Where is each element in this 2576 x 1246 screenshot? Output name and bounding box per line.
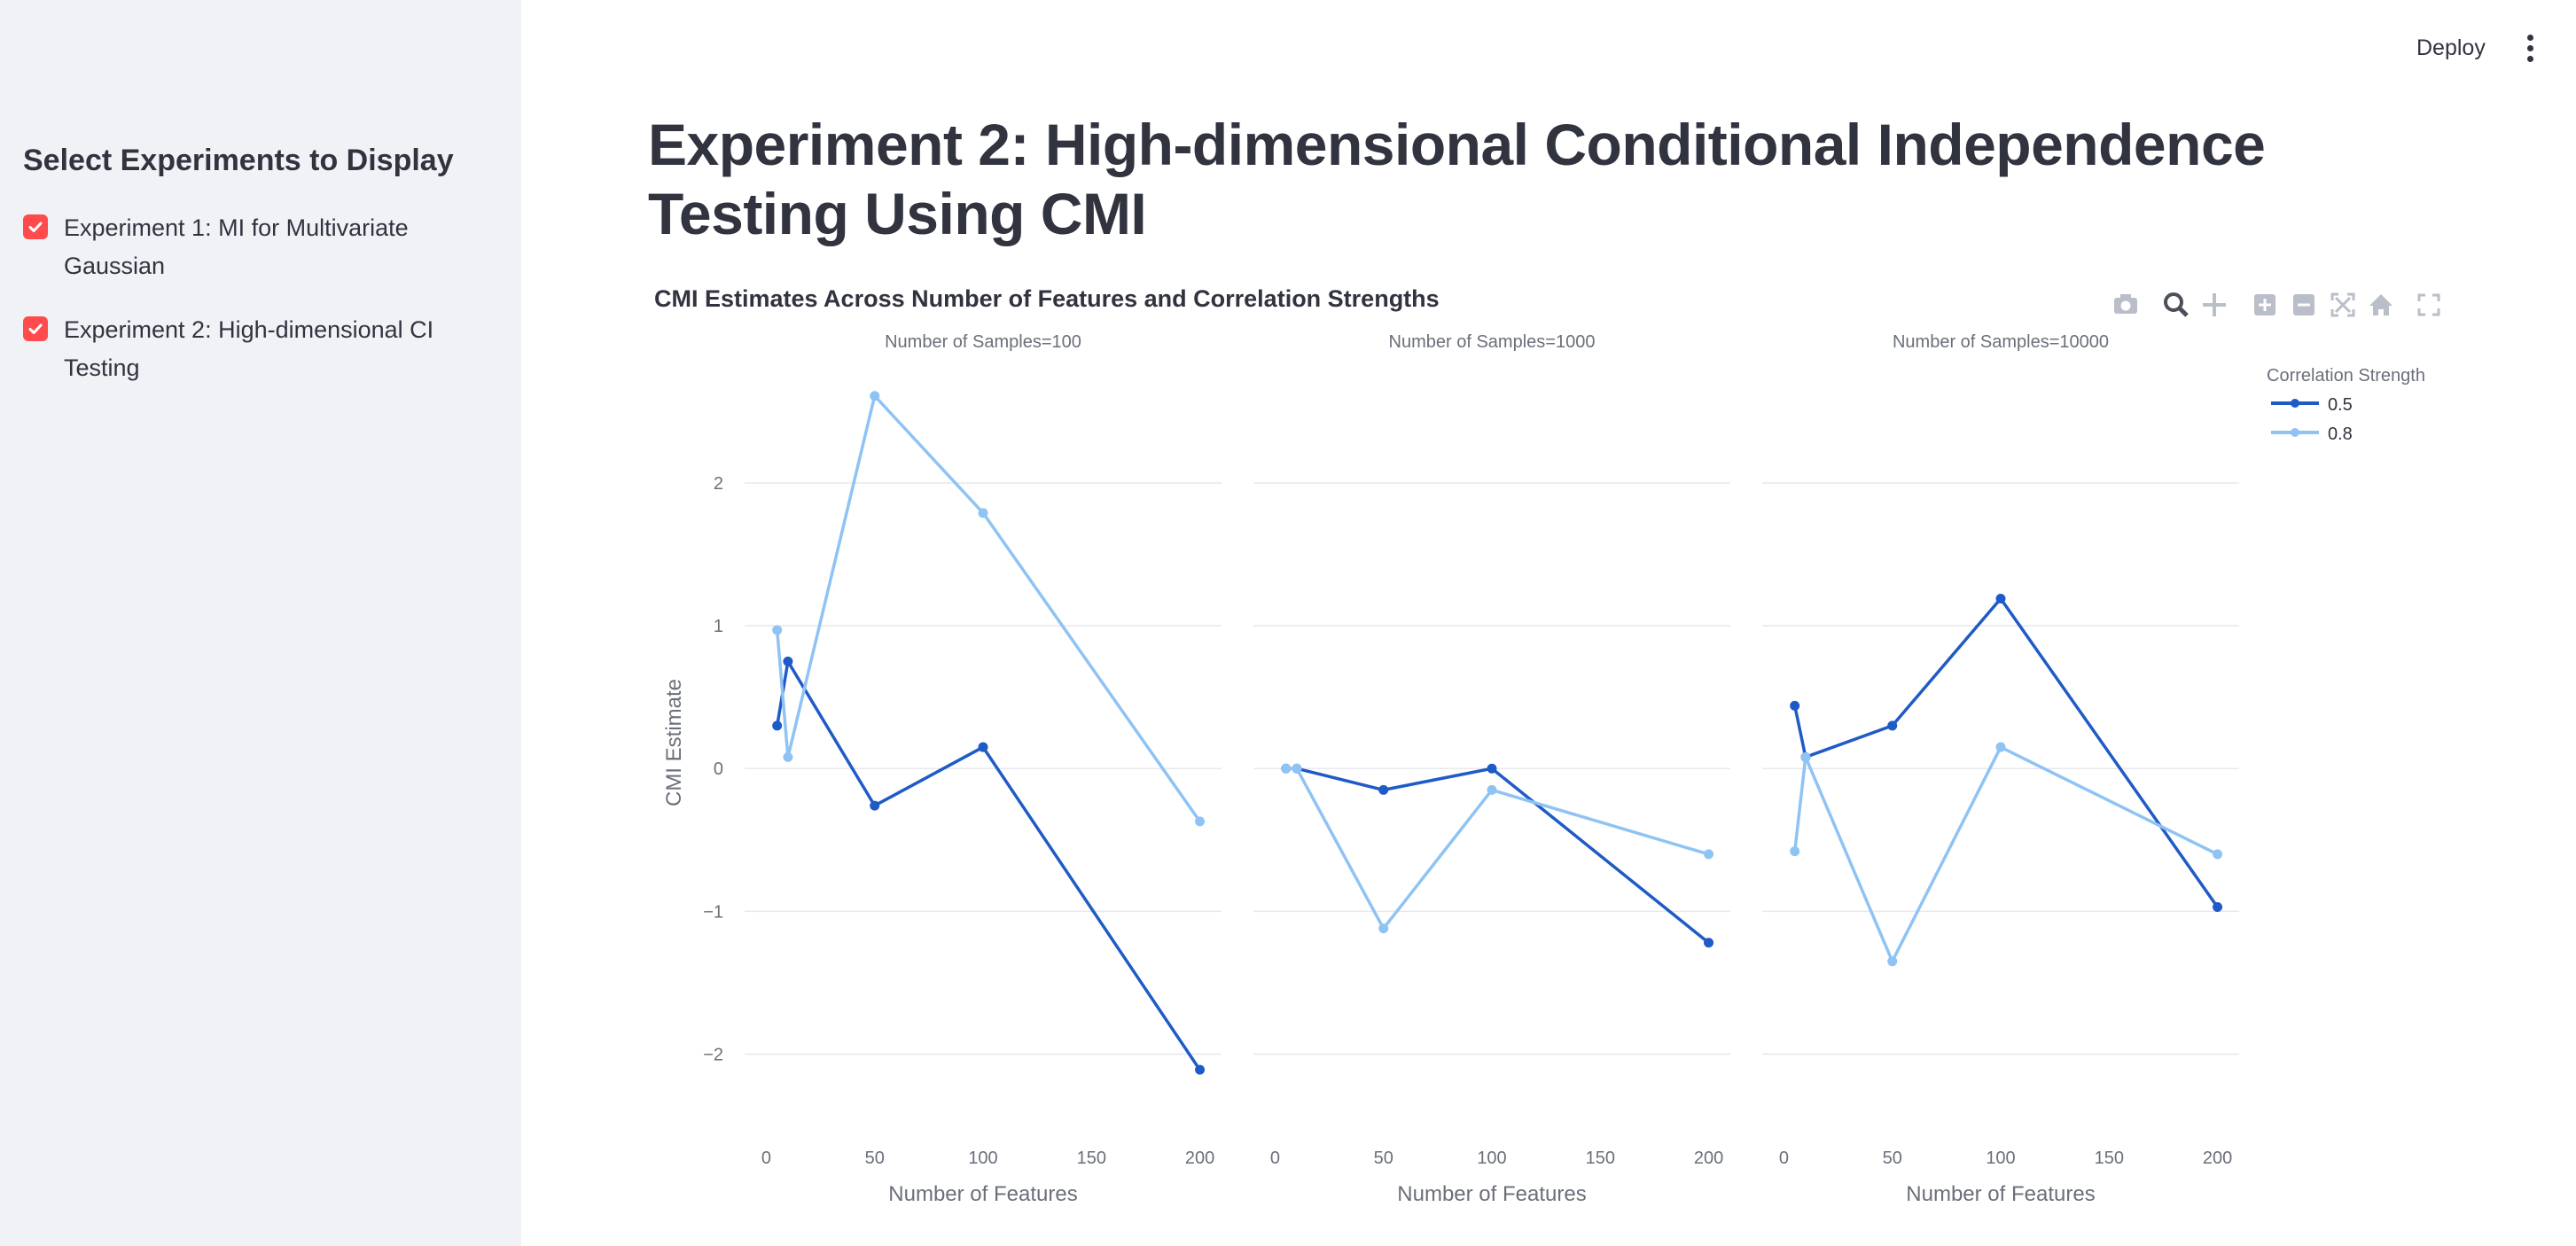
y-axis-label: CMI Estimate [662,679,686,806]
data-point[interactable] [978,508,988,518]
y-tick-label: −1 [703,902,723,922]
deploy-button[interactable]: Deploy [2402,27,2500,69]
data-point[interactable] [1378,784,1389,795]
y-tick-label: 0 [714,759,723,779]
data-point[interactable] [1292,763,1302,774]
legend-label-0-5: 0.5 [2328,395,2353,415]
data-point[interactable] [772,720,783,731]
x-tick-label: 50 [1374,1149,1393,1168]
data-point[interactable] [783,656,793,666]
series-corr-0-5[interactable] [1790,594,2223,912]
experiment-1-checkbox[interactable]: Experiment 1: MI for Multivariate Gaussi… [23,209,454,285]
x-tick-label: 150 [1586,1149,1615,1168]
page-title: Experiment 2: High-dimensional Condition… [648,112,2266,246]
checkbox-checked-icon[interactable] [23,214,48,239]
checkbox-checked-icon[interactable] [23,316,48,341]
data-point[interactable] [1704,849,1714,860]
x-axis-label: Number of Features [1397,1182,1586,1206]
data-point[interactable] [1704,938,1714,948]
sidebar-heading: Select Experiments to Display [23,144,454,177]
data-point[interactable] [783,751,793,762]
x-axis-label: Number of Features [888,1182,1077,1206]
camera-icon[interactable] [2114,294,2137,314]
kebab-menu-icon[interactable] [2514,27,2546,69]
experiment-2-checkbox[interactable]: Experiment 2: High-dimensional CI Testin… [23,311,454,387]
series-corr-0-5[interactable] [772,656,1206,1075]
zoom-icon[interactable] [2164,292,2189,317]
series-line[interactable] [1792,745,2219,963]
subplot-title: Number of Samples=10000 [1893,332,2109,352]
legend-title: Correlation Strength [2267,366,2425,385]
cmi-chart[interactable]: CMI Estimates Across Number of Features … [621,275,2464,1214]
experiment-2-label[interactable]: Experiment 2: High-dimensional CI Testin… [64,316,434,381]
data-point[interactable] [1887,720,1898,731]
pan-icon[interactable] [2203,293,2226,316]
data-point[interactable] [1887,956,1898,967]
series-line[interactable] [775,659,1201,1071]
data-point[interactable] [1281,763,1292,774]
x-tick-label: 100 [1477,1149,1506,1168]
legend-item-0-5[interactable]: 0.5 [2271,395,2353,415]
data-point[interactable] [978,742,988,752]
y-tick-label: −2 [703,1045,723,1064]
data-point[interactable] [1790,700,1800,711]
x-tick-label: 0 [761,1149,771,1168]
x-tick-label: 0 [1779,1149,1789,1168]
subplot-title: Number of Samples=1000 [1389,332,1596,352]
chart-legend: Correlation Strength 0.5 0.8 [2267,366,2425,444]
subplot-panel-3[interactable]: Number of Samples=10000 0 50 100 150 200 Numbe… [1762,332,2239,1206]
data-point[interactable] [1995,594,2006,604]
x-tick-label: 0 [1270,1149,1280,1168]
y-tick-label: 2 [714,474,723,494]
fullscreen-icon[interactable] [2417,293,2440,316]
data-point[interactable] [772,625,783,635]
legend-label-0-8: 0.8 [2328,424,2353,444]
x-tick-label: 200 [1185,1149,1214,1168]
data-point[interactable] [1487,763,1497,774]
chart-title: CMI Estimates Across Number of Features … [654,285,1440,312]
chart-modebar [2114,292,2440,317]
x-tick-label: 150 [1077,1149,1106,1168]
series-line[interactable] [1285,767,1710,945]
data-point[interactable] [2213,902,2223,912]
subplot-panel-2[interactable]: Number of Samples=1000 0 50 100 150 200 Number… [1253,332,1730,1206]
data-point[interactable] [870,800,880,811]
x-axis-label: Number of Features [1906,1182,2095,1206]
data-point[interactable] [1487,784,1497,795]
y-tick-label: 1 [714,617,723,636]
data-point[interactable] [1195,816,1206,827]
plot-area: Number of Samples=100 −2 −1 0 1 2 0 50 100 150 200… [703,332,2239,1206]
subplot-title: Number of Samples=100 [885,332,1081,352]
zoom-in-icon[interactable] [2254,294,2275,315]
x-tick-label: 50 [865,1149,885,1168]
data-point[interactable] [1195,1064,1206,1075]
data-point[interactable] [1800,751,1811,762]
x-tick-label: 50 [1883,1149,1902,1168]
series-line[interactable] [1792,596,2219,908]
x-tick-label: 150 [2095,1149,2124,1168]
x-tick-label: 200 [2203,1149,2232,1168]
reset-axes-icon[interactable] [2369,294,2393,315]
data-point[interactable] [2213,849,2223,860]
series-corr-0-8[interactable] [1281,763,1714,934]
legend-item-0-8[interactable]: 0.8 [2271,424,2353,444]
x-tick-label: 200 [1694,1149,1723,1168]
zoom-out-icon[interactable] [2293,294,2314,315]
series-corr-0-8[interactable] [772,391,1206,827]
x-tick-label: 100 [1986,1149,2015,1168]
data-point[interactable] [1378,923,1389,934]
series-corr-0-8[interactable] [1790,742,2223,967]
subplot-panel-1[interactable]: Number of Samples=100 −2 −1 0 1 2 0 50 100 150 200… [703,332,1222,1206]
sidebar: Select Experiments to Display Experiment… [0,0,521,1246]
series-line[interactable] [1285,767,1709,931]
data-point[interactable] [1790,846,1800,857]
data-point[interactable] [1995,742,2006,752]
experiment-1-label[interactable]: Experiment 1: MI for Multivariate Gaussi… [64,214,409,279]
x-tick-label: 100 [968,1149,997,1168]
autoscale-icon[interactable] [2330,292,2355,317]
data-point[interactable] [870,391,880,401]
